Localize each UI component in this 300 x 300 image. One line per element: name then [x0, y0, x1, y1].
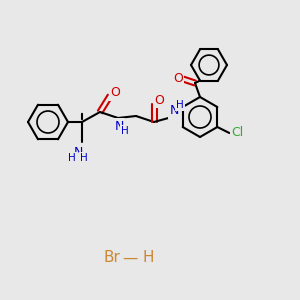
- Text: N: N: [114, 119, 124, 133]
- Text: H: H: [142, 250, 154, 266]
- Text: N: N: [169, 104, 179, 118]
- Text: H: H: [121, 126, 129, 136]
- Text: O: O: [154, 94, 164, 106]
- Text: H: H: [80, 153, 88, 163]
- Text: N: N: [73, 146, 83, 158]
- Text: —: —: [122, 250, 138, 266]
- Text: Br: Br: [103, 250, 120, 266]
- Text: O: O: [173, 73, 183, 85]
- Text: H: H: [176, 100, 184, 110]
- Text: Cl: Cl: [231, 127, 243, 140]
- Text: H: H: [68, 153, 76, 163]
- Text: O: O: [110, 86, 120, 100]
